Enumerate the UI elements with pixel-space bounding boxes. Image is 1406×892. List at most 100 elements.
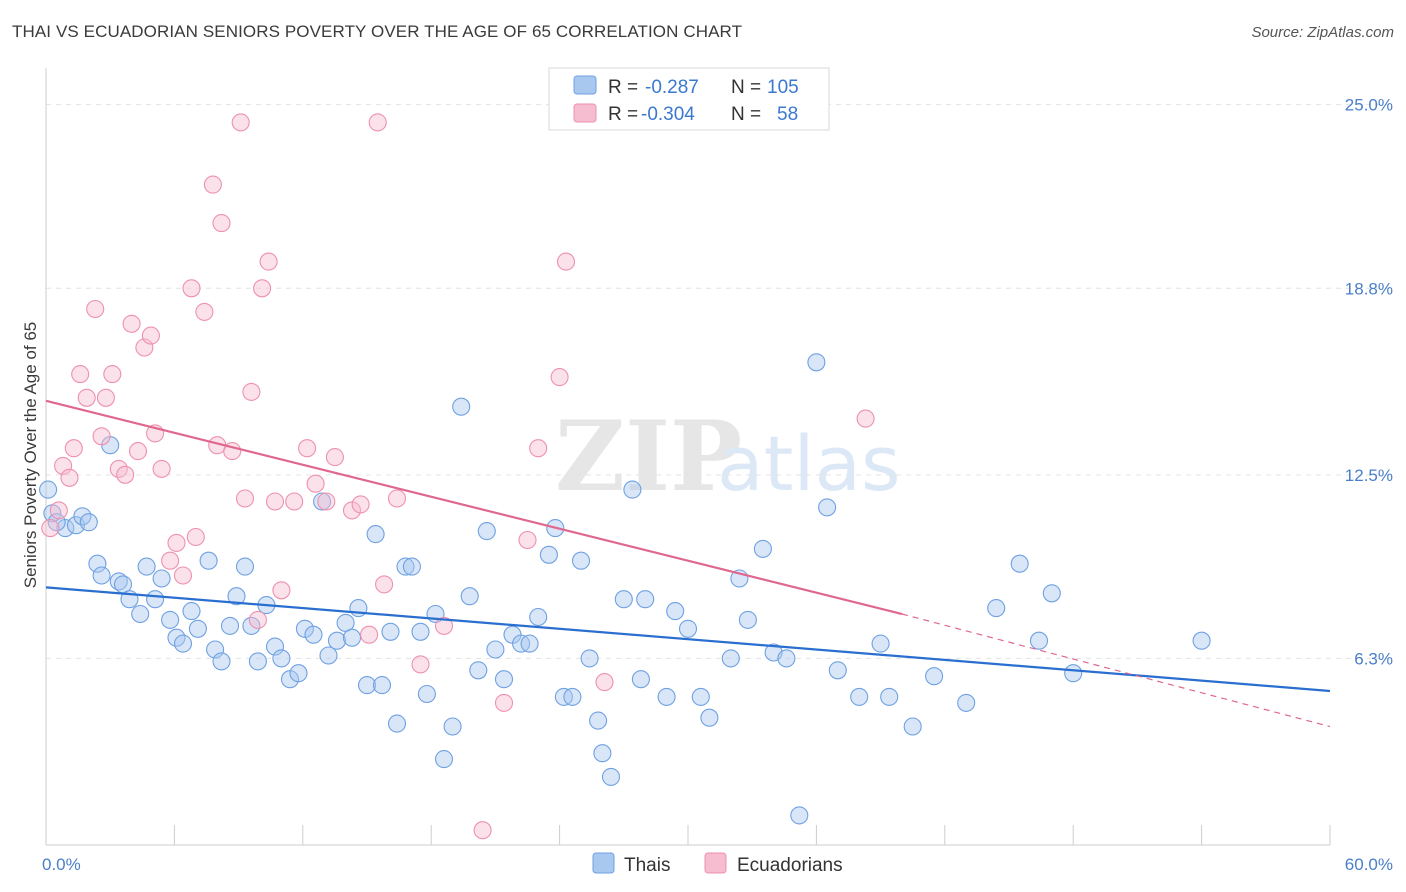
point-thais [206, 640, 225, 659]
point-ecuadorians [195, 302, 214, 321]
point-thais [589, 711, 608, 730]
point-thais [790, 806, 809, 825]
y-tick-label: 25.0% [1345, 96, 1393, 115]
legend-n-label: N = [731, 104, 761, 125]
point-thais [818, 498, 837, 517]
point-thais [188, 619, 207, 638]
point-thais [631, 670, 650, 689]
point-thais [272, 649, 291, 668]
legend-swatch-ecuadorians [573, 103, 597, 123]
point-thais [319, 646, 338, 665]
point-thais [443, 717, 462, 736]
legend-n-value: 58 [777, 104, 798, 125]
point-thais [372, 676, 392, 695]
axes [45, 68, 1331, 846]
y-tick-label: 6.3% [1354, 649, 1393, 668]
point-thais [623, 480, 642, 499]
point-thais [520, 634, 539, 653]
point-thais [342, 628, 362, 647]
point-thais [137, 557, 156, 576]
bottom-legend: Thais Ecuadorians [592, 852, 843, 876]
point-thais [248, 652, 267, 671]
point-thais [227, 587, 246, 606]
point-thais [79, 513, 98, 532]
point-thais [182, 602, 201, 621]
point-ecuadorians [54, 456, 73, 475]
trend-line-thais [45, 586, 1331, 693]
point-ecuadorians [272, 581, 291, 600]
point-ecuadorians [265, 492, 285, 511]
bottom-legend-swatch-ecuadorians [704, 852, 727, 874]
point-thais [411, 622, 430, 641]
bottom-legend-swatch-thais [592, 852, 615, 874]
point-thais [434, 750, 454, 769]
y-tick-label: 12.5% [1345, 466, 1393, 485]
point-thais [357, 676, 377, 695]
point-ecuadorians [556, 252, 576, 271]
point-thais [753, 539, 772, 558]
point-ecuadorians [242, 382, 261, 401]
point-ecuadorians [529, 439, 548, 458]
point-thais [88, 554, 107, 573]
point-ecuadorians [167, 533, 186, 552]
watermark: ZIP atlas [555, 400, 901, 513]
point-thais [1029, 631, 1049, 650]
point-thais [486, 640, 505, 659]
point-ecuadorians [550, 368, 569, 387]
point-ecuadorians [518, 530, 537, 550]
point-thais [265, 637, 285, 656]
point-ecuadorians [325, 448, 344, 467]
point-ecuadorians [116, 465, 135, 484]
point-thais [1192, 631, 1211, 650]
point-ecuadorians [856, 409, 875, 428]
point-ecuadorians [60, 468, 79, 487]
point-ecuadorians [92, 427, 111, 446]
trend-lines [45, 399, 1331, 728]
point-thais [657, 687, 676, 706]
point-ecuadorians [186, 527, 205, 547]
point-thais [173, 634, 193, 653]
point-ecuadorians [259, 252, 278, 271]
point-thais [678, 619, 698, 638]
point-thais [161, 610, 180, 629]
point-ecuadorians [285, 492, 304, 511]
watermark-zip: ZIP [555, 400, 742, 513]
point-thais [152, 569, 171, 588]
point-thais [1042, 584, 1061, 603]
point-thais [721, 649, 740, 668]
point-ecuadorians [203, 175, 222, 194]
point-thais [235, 557, 255, 576]
point-ecuadorians [387, 489, 407, 508]
point-ecuadorians [375, 575, 394, 594]
point-thais [313, 492, 332, 511]
point-thais [402, 557, 421, 576]
point-ecuadorians [360, 625, 379, 644]
point-thais [777, 649, 796, 668]
point-ecuadorians [368, 113, 387, 132]
point-thais [593, 744, 612, 763]
point-ecuadorians [473, 821, 492, 840]
point-thais [580, 649, 599, 668]
point-thais [417, 684, 436, 704]
point-ecuadorians [351, 495, 370, 514]
point-thais [529, 607, 548, 627]
point-thais [92, 566, 111, 585]
point-thais [539, 545, 558, 564]
legend: R = -0.287 N = 105 R = -0.304 N = 58 [548, 67, 830, 131]
point-thais [601, 767, 621, 786]
point-ecuadorians [41, 519, 60, 538]
point-thais [220, 616, 240, 635]
point-thais [738, 610, 757, 629]
point-ecuadorians [231, 113, 250, 132]
point-thais [987, 599, 1006, 618]
point-thais [871, 634, 890, 653]
point-ecuadorians [77, 388, 96, 407]
point-thais [880, 687, 899, 706]
point-ecuadorians [212, 214, 231, 233]
legend-swatch-thais [573, 75, 597, 95]
point-thais [131, 604, 150, 624]
point-ecuadorians [411, 655, 430, 674]
x-tick-label: 60.0% [1345, 855, 1393, 874]
point-ecuadorians [141, 326, 160, 345]
